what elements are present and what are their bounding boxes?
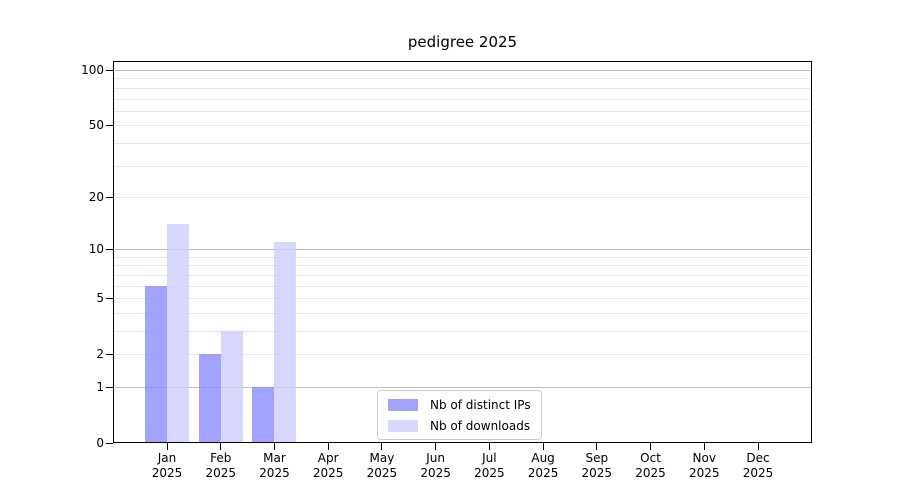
y-tick-label-0: 0 [96,436,104,450]
bars-layer [113,61,812,443]
x-tick [381,443,383,450]
gridline-minor [113,142,812,144]
x-tick [703,443,705,450]
gridline-minor [113,165,812,167]
bar-distinct-ips-feb [198,354,221,443]
ticks-layer [106,61,812,450]
y-tick-label-1: 1 [96,379,104,394]
gridline-minor [113,312,812,314]
x-tick-label-apr: Apr 2025 [312,451,344,480]
y-tick [106,196,113,198]
y-tick-label-2: 2 [96,347,104,362]
x-tick [327,443,329,450]
y-tick-label-20: 20 [88,189,104,204]
gridline-minor [113,274,812,276]
plot-area: 0 1 2 5 10 20 50 100 Jan 2025 Feb 2025 Mar 2025 Apr 202… [81,61,812,480]
gridline-major [113,249,812,251]
gridline-minor [113,256,812,258]
x-tick [650,443,652,450]
gridline-minor [113,265,812,267]
x-tick [273,443,275,450]
bar-downloads-jan [167,224,189,443]
legend-label-distinct-ips: Nb of distinct IPs [430,397,531,412]
gridline-minor [113,285,812,287]
gridline-minor [113,78,812,80]
gridline-major [113,70,812,72]
y-tick [106,249,113,251]
x-tick-label-oct: Oct 2025 [635,451,666,480]
x-tick [220,443,222,450]
legend-entry-downloads: Nb of downloads [388,417,531,434]
x-tick [488,443,490,450]
y-tick-label-5: 5 [96,291,104,306]
y-tick [106,70,113,72]
bar-downloads-feb [220,330,243,443]
gridline-minor [113,354,812,356]
x-tick-label-may: May 2025 [366,451,398,480]
y-tick-label-50: 50 [88,118,104,133]
bar-distinct-ips-jan [145,285,167,443]
gridline-minor [113,330,812,332]
legend-swatch-downloads [388,419,418,432]
y-tick [106,386,113,388]
x-tick [542,443,544,450]
gridline-minor [113,98,812,100]
grid-layer [113,61,812,443]
y-tick [106,354,113,356]
gridline-minor [113,110,812,112]
x-tick-label-jan: Jan 2025 [151,451,183,480]
bar-downloads-mar [274,242,297,443]
legend: Nb of distinct IPs Nb of downloads [377,390,542,440]
x-tick-label-jul: Jul 2025 [474,451,505,480]
x-tick-label-aug: Aug 2025 [527,451,559,480]
gridline-minor [113,87,812,89]
x-tick-label-sep: Sep 2025 [581,451,613,480]
gridline-minor [113,196,812,198]
x-tick-label-nov: Nov 2025 [688,451,720,480]
x-tick-label-jun: Jun 2025 [420,451,451,480]
y-tick [106,125,113,127]
chart-title: pedigree 2025 [407,33,518,51]
gridline-major [113,386,812,388]
x-tick-label-mar: Mar 2025 [259,451,290,480]
legend-label-downloads: Nb of downloads [430,418,531,433]
x-tick [435,443,437,450]
x-tick-label-feb: Feb 2025 [205,451,236,480]
x-tick [757,443,759,450]
gridline-minor [113,298,812,300]
y-tick-label-100: 100 [81,63,104,78]
y-tick-label-10: 10 [88,242,104,257]
y-tick [106,298,113,300]
bar-distinct-ips-mar [252,386,275,443]
y-tick [106,443,113,444]
x-tick-label-dec: Dec 2025 [742,451,774,480]
gridline-minor [113,125,812,127]
x-tick [166,443,168,450]
x-tick [596,443,598,450]
labels-layer: 0 1 2 5 10 20 50 100 Jan 2025 Feb 2025 Mar 2025 Apr 202… [81,61,812,480]
legend-entry-distinct-ips: Nb of distinct IPs [388,396,531,413]
legend-swatch-distinct-ips [388,398,418,411]
